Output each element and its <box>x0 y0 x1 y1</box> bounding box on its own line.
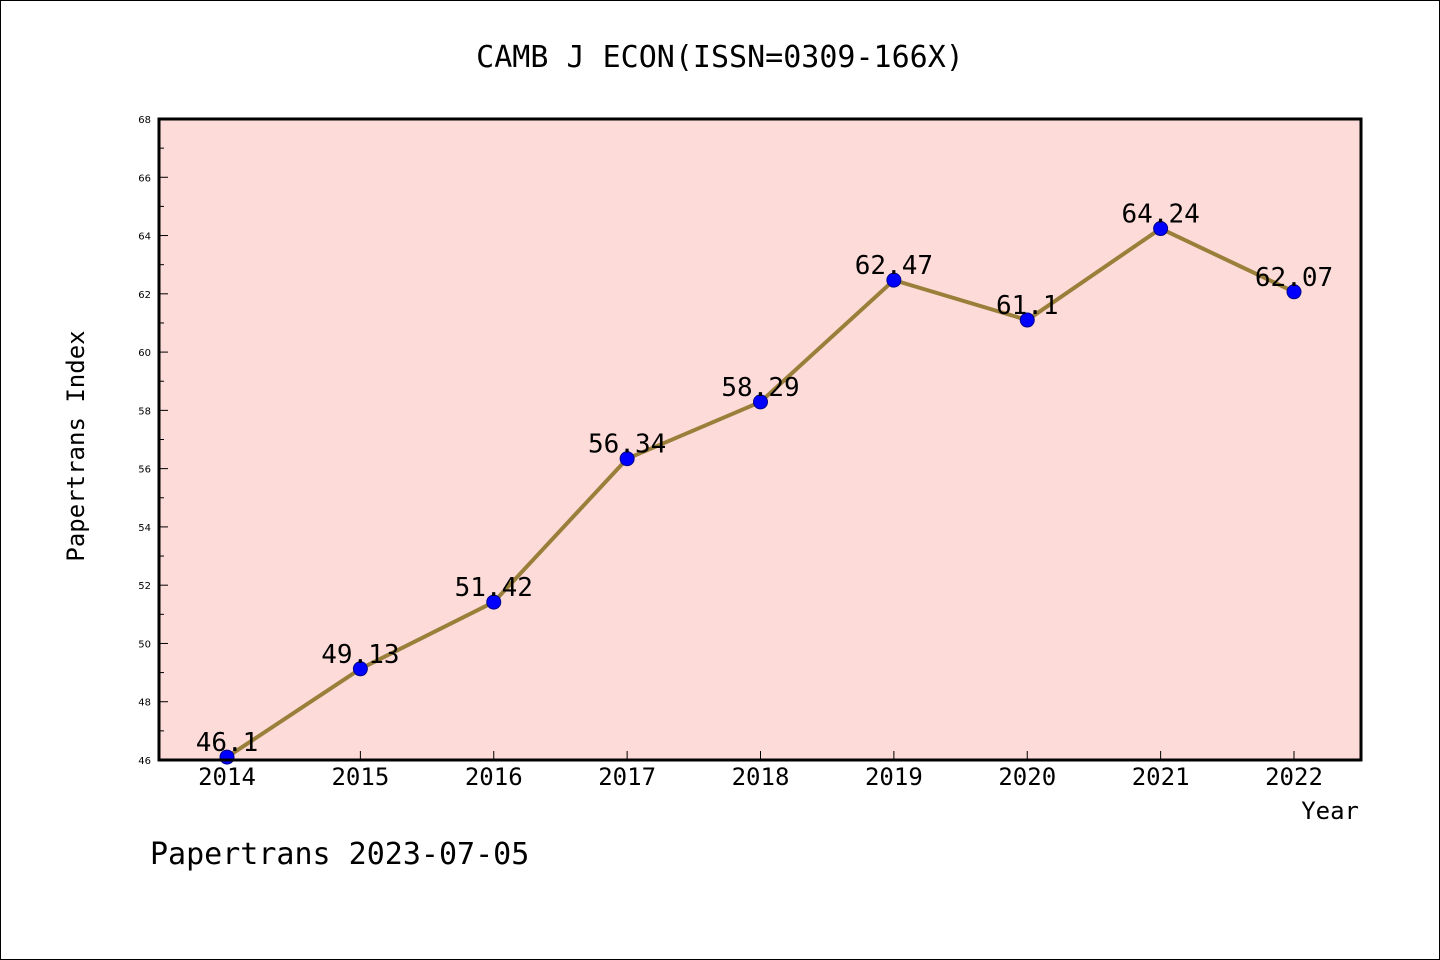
x-tick-label: 2014 <box>198 763 256 791</box>
data-point-marker <box>619 451 635 467</box>
data-point-label: 46.1 <box>196 728 259 758</box>
x-tick-label: 2020 <box>998 763 1056 791</box>
x-tick-label: 2016 <box>465 763 523 791</box>
data-point-marker <box>486 594 502 610</box>
y-tick-label: 46 <box>138 756 151 767</box>
x-tick-label: 2022 <box>1265 763 1323 791</box>
x-tick-label: 2021 <box>1132 763 1190 791</box>
data-point-label: 62.47 <box>855 251 933 281</box>
data-point-label: 62.07 <box>1255 263 1333 293</box>
data-point-label: 61.1 <box>996 291 1059 321</box>
data-point-marker <box>1019 312 1035 328</box>
y-tick-label: 54 <box>138 523 151 534</box>
y-tick-label: 64 <box>138 232 151 243</box>
y-tick-label: 52 <box>138 581 151 592</box>
data-point-marker <box>352 661 368 677</box>
data-point-label: 56.34 <box>588 430 666 460</box>
x-tick-label: 2017 <box>598 763 656 791</box>
data-point-marker <box>753 394 768 410</box>
y-tick-label: 48 <box>138 698 151 709</box>
y-tick-label: 66 <box>138 173 151 184</box>
data-point-label: 49.13 <box>321 640 399 670</box>
y-tick-label: 62 <box>138 290 151 301</box>
y-tick-label: 50 <box>138 639 151 650</box>
x-tick-label: 2019 <box>865 763 923 791</box>
y-tick-label: 68 <box>138 115 151 126</box>
footer-date-stamp: Papertrans 2023-07-05 <box>150 837 529 872</box>
data-point-label: 64.24 <box>1121 200 1199 230</box>
chart-title: CAMB J ECON(ISSN=0309-166X) <box>476 40 964 75</box>
y-tick-label: 58 <box>138 406 151 417</box>
data-labels: 46.1 49.13 51.42 56.34 58.29 62.47 61.1 64.24 62… <box>196 200 1333 759</box>
x-tick-label: 2015 <box>331 763 389 791</box>
data-point-label: 58.29 <box>721 373 799 403</box>
x-axis-label: Year <box>1301 797 1359 825</box>
data-point-label: 51.42 <box>455 573 533 603</box>
x-axis-ticks: 2014 2015 2016 2017 2018 2019 2020 2021 2022 <box>198 751 1323 791</box>
data-point-marker <box>886 272 902 288</box>
data-point-marker <box>1153 221 1169 237</box>
y-tick-label: 60 <box>138 348 151 359</box>
y-tick-label: 56 <box>138 465 151 476</box>
x-tick-label: 2018 <box>732 763 790 791</box>
y-axis-label: Papertrans Index <box>62 330 90 561</box>
plot-border <box>157 117 1363 762</box>
data-point-marker <box>1286 284 1302 300</box>
